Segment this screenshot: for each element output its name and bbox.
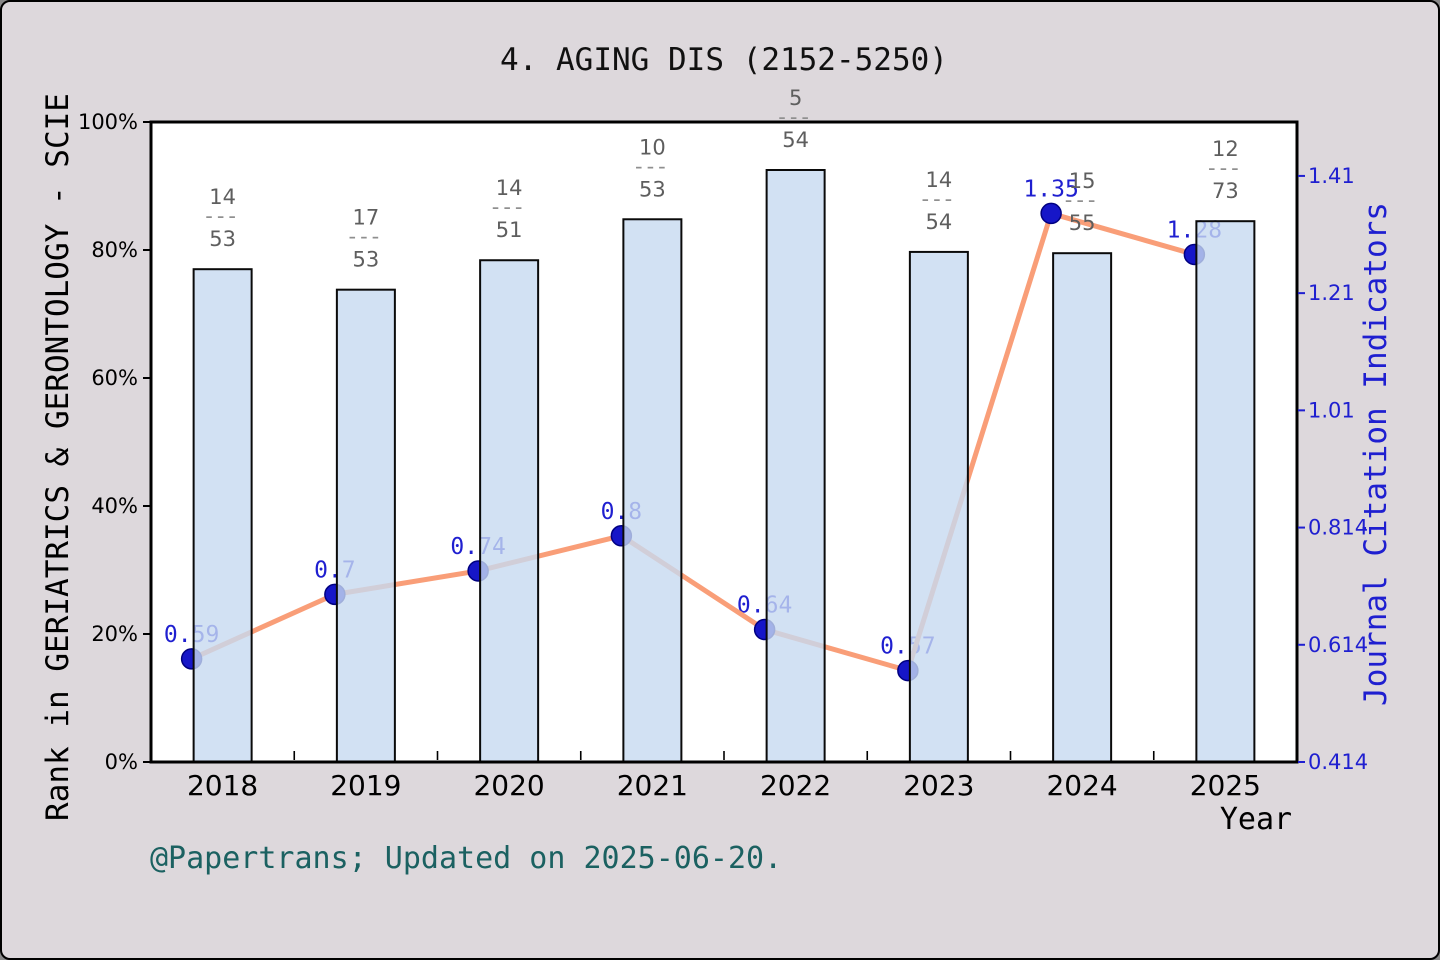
rank-bar	[908, 250, 969, 763]
fraction-numerator: 14	[496, 176, 523, 200]
rank-bar	[765, 169, 826, 763]
right-axis-tick-label: 0.814	[1308, 516, 1368, 540]
fraction-divider: ---	[349, 225, 384, 249]
x-axis-tick-label: 2019	[330, 769, 401, 802]
left-axis-tick-label: 20%	[91, 622, 138, 646]
x-axis-tick-label: 2022	[760, 769, 831, 802]
fraction-denominator: 53	[209, 227, 236, 251]
fraction-labels-layer: 14---5317---5314---5110---535---5414---5…	[205, 86, 1243, 272]
fraction-denominator: 54	[926, 210, 953, 234]
fraction-numerator: 10	[639, 135, 666, 159]
tick-labels-layer: 0% 20% 40% 60% 80% 100% 0.414 0.614 0.814 1.01 1.2…	[78, 110, 1368, 802]
plot-area	[151, 122, 1297, 762]
fraction-numerator: 14	[209, 185, 236, 209]
x-axis-tick-label: 2020	[473, 769, 544, 802]
fraction-denominator: 53	[639, 177, 666, 201]
footer-credit: @Papertrans; Updated on 2025-06-20.	[150, 841, 782, 876]
x-axis-tick-label: 2025	[1190, 769, 1261, 802]
fraction-denominator: 53	[353, 248, 380, 272]
fraction-numerator: 17	[353, 206, 380, 230]
fraction-divider: ---	[922, 187, 957, 211]
rank-bar	[1195, 220, 1256, 763]
right-axis-tick-label: 1.21	[1308, 281, 1355, 305]
fraction-divider: ---	[1208, 156, 1243, 180]
fraction-denominator: 54	[782, 128, 809, 152]
jci-value-label: 1.35	[1023, 176, 1078, 202]
fraction-divider: ---	[1065, 188, 1100, 212]
fraction-divider: ---	[492, 195, 527, 219]
left-axis-tick-label: 60%	[91, 366, 138, 390]
rank-bar	[1052, 252, 1113, 763]
fraction-numerator: 5	[789, 86, 802, 110]
fraction-divider: ---	[205, 204, 240, 228]
left-axis-tick-label: 100%	[78, 110, 138, 134]
fraction-denominator: 51	[496, 218, 523, 242]
fraction-divider: ---	[778, 105, 813, 129]
x-axis-tick-label: 2023	[903, 769, 974, 802]
rank-bar	[192, 268, 253, 763]
left-axis-tick-label: 80%	[91, 238, 138, 262]
jci-data-point	[1040, 202, 1062, 225]
tick-marks-layer	[143, 121, 1305, 763]
x-axis-tick-label: 2024	[1046, 769, 1117, 802]
left-axis-title: Rank in GERIATRICS & GERONTOLOGY - SCIE	[40, 93, 76, 821]
fraction-divider: ---	[635, 154, 670, 178]
right-axis-tick-label: 1.01	[1308, 398, 1355, 422]
fraction-numerator: 12	[1212, 137, 1239, 161]
fraction-denominator: 55	[1069, 211, 1096, 235]
axes-frame	[149, 120, 1299, 764]
rank-bar	[479, 259, 540, 763]
x-axis-tick-label: 2018	[187, 769, 258, 802]
rank-bar	[335, 288, 396, 763]
right-axis-tick-label: 0.414	[1308, 750, 1368, 774]
right-axis-tick-label: 0.614	[1308, 633, 1368, 657]
x-axis-tick-label: 2021	[617, 769, 688, 802]
chart-title: 4. AGING DIS (2152-5250)	[500, 42, 948, 78]
left-axis-tick-label: 0%	[105, 750, 138, 774]
rank-bar	[622, 218, 683, 763]
left-axis-tick-label: 40%	[91, 494, 138, 518]
x-axis-title: Year	[1220, 802, 1292, 837]
fraction-numerator: 14	[926, 168, 953, 192]
fraction-numerator: 15	[1069, 169, 1096, 193]
fraction-denominator: 73	[1212, 179, 1239, 203]
right-axis-tick-label: 1.41	[1308, 164, 1355, 188]
right-axis-title: Journal Citation Indicators	[1358, 202, 1394, 706]
